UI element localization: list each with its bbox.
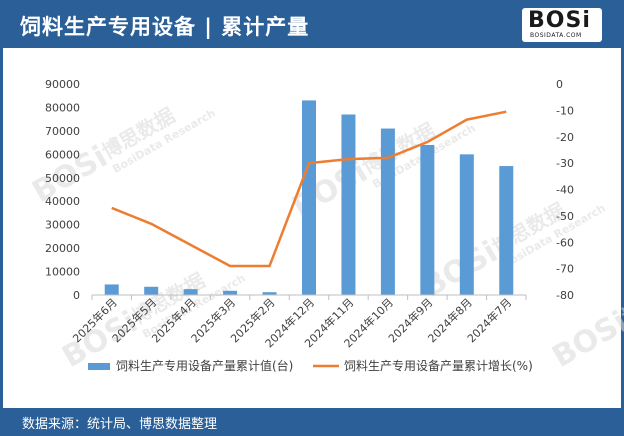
legend: 饲料生产专用设备产量累计值(台) 饲料生产专用设备产量累计增长(%): [88, 358, 533, 373]
right-axis: 0 -10 -20 -30 -40 -50 -60 -70 -80: [556, 78, 574, 302]
right-axis-tick: -40: [556, 184, 574, 197]
right-axis-tick: -10: [556, 104, 574, 117]
left-axis-tick: 70000: [45, 125, 80, 138]
left-axis-tick: 10000: [45, 266, 80, 279]
left-axis-tick: 20000: [45, 242, 80, 255]
bar: [104, 284, 119, 295]
left-axis-tick: 40000: [45, 195, 80, 208]
page-title: 饲料生产专用设备 | 累计产量: [20, 15, 310, 39]
right-axis-tick: -60: [556, 236, 574, 249]
logo-text: BOSi: [528, 8, 591, 33]
data-source: 数据来源：统计局、博思数据整理: [22, 417, 218, 432]
left-axis-tick: 80000: [45, 101, 80, 114]
brand-logo: BOSi BOSIDATA.COM: [522, 8, 602, 42]
right-axis-tick: -30: [556, 157, 574, 170]
watermark-brand: BOSi: [547, 304, 624, 374]
bar: [459, 154, 474, 295]
left-axis-tick: 30000: [45, 219, 80, 232]
footer-bar: 数据来源：统计局、博思数据整理: [0, 408, 624, 436]
left-axis: 0 10000 20000 30000 40000 50000 60000 70000 8000…: [45, 78, 80, 302]
logo-subtext: BOSIDATA.COM: [530, 32, 582, 39]
bar: [223, 290, 238, 295]
bar: [183, 289, 198, 295]
legend-bar-swatch: [88, 363, 110, 370]
legend-line-label: 饲料生产专用设备产量累计增长(%): [344, 358, 533, 373]
right-axis-tick: -80: [556, 289, 574, 302]
bar: [380, 128, 395, 295]
header-bar: 饲料生产专用设备 | 累计产量 BOSi BOSIDATA.COM: [0, 0, 624, 48]
right-axis-tick: -20: [556, 131, 574, 144]
left-axis-tick: 0: [73, 289, 80, 302]
bar: [302, 100, 316, 296]
right-axis-tick: -70: [556, 263, 574, 276]
bar: [499, 166, 514, 295]
bar: [341, 114, 356, 295]
legend-bar-label: 饲料生产专用设备产量累计值(台): [116, 358, 293, 373]
bar: [420, 144, 435, 295]
right-axis-tick: 0: [556, 78, 563, 91]
bar: [144, 286, 159, 295]
left-axis-tick: 60000: [45, 148, 80, 161]
bar: [262, 292, 277, 295]
left-axis-tick: 90000: [45, 78, 80, 91]
line-series: [111, 110, 507, 268]
left-axis-tick: 50000: [45, 172, 80, 185]
right-axis-tick: -50: [556, 210, 574, 223]
